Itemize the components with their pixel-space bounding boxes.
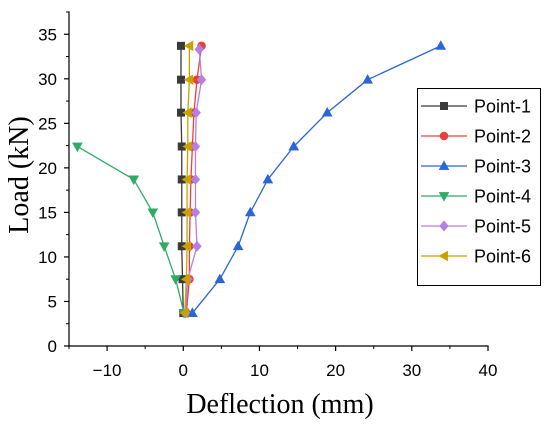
point-4-marker	[128, 175, 140, 186]
point-3-marker	[244, 206, 256, 217]
point-6-marker	[182, 141, 192, 152]
point-5-marker	[190, 141, 201, 152]
legend: Point-1 Point-2 Point-3 Point-4 Point-5 Point…	[417, 88, 541, 286]
point-3-marker	[288, 140, 300, 151]
legend-label: Point-1	[474, 96, 531, 116]
legend-item-point-2: Point-2	[421, 126, 531, 146]
legend-label: Point-2	[474, 126, 531, 146]
point-1-marker	[176, 75, 185, 84]
point-3-marker	[435, 40, 447, 50]
x-tick-label: 10	[250, 361, 269, 380]
point-6-marker	[179, 307, 189, 319]
y-tick-label: 10	[38, 248, 57, 267]
point-4-series	[72, 142, 190, 319]
legend-box	[417, 88, 541, 286]
legend-item-point-5: Point-5	[421, 216, 531, 236]
y-tick-label: 30	[38, 70, 57, 89]
point-4-marker	[147, 208, 159, 219]
y-tick-label: 15	[38, 204, 57, 223]
x-axis-title: Deflection (mm)	[186, 389, 373, 420]
point-5-marker	[190, 206, 201, 218]
point-5-marker	[190, 173, 201, 185]
point-3-marker	[362, 74, 373, 84]
point-6-series	[179, 40, 194, 319]
x-tick-label: −10	[93, 361, 122, 380]
point-5-marker	[196, 74, 207, 86]
legend-label: Point-6	[474, 246, 531, 266]
axes: 0 5 10 15 20 25 30 35 −10 0 10 20 30 40	[38, 11, 498, 380]
plot-area	[72, 40, 447, 319]
legend-label: Point-3	[474, 156, 531, 176]
y-tick-label: 0	[48, 337, 57, 356]
point-6-marker	[183, 74, 194, 86]
legend-item-point-4: Point-4	[421, 186, 531, 206]
legend-item-point-6: Point-6	[421, 246, 531, 266]
legend-item-point-3: Point-3	[421, 156, 531, 176]
point-4-marker	[170, 275, 181, 285]
legend-marker	[438, 160, 450, 170]
x-tick-label: 0	[179, 361, 188, 380]
point-6-marker	[181, 174, 191, 185]
legend-item-point-1: Point-1	[421, 96, 531, 116]
legend-marker	[439, 220, 449, 232]
point-4-marker	[158, 242, 170, 252]
y-tick-label: 35	[38, 25, 57, 44]
point-5-marker	[191, 107, 201, 119]
point-3-marker	[321, 107, 333, 117]
point-3-series	[187, 40, 447, 317]
point-6-marker	[181, 240, 191, 252]
point-3-marker	[214, 273, 226, 284]
point-5-marker	[194, 43, 204, 55]
legend-label: Point-4	[474, 186, 531, 206]
point-6-marker	[181, 207, 191, 218]
point-4-marker	[72, 142, 83, 153]
x-tick-label: 40	[479, 361, 498, 380]
point-4-line	[77, 145, 185, 314]
y-tick-label: 25	[38, 114, 57, 133]
x-tick-label: 30	[402, 361, 421, 380]
legend-marker	[439, 131, 449, 141]
point-6-marker	[183, 40, 194, 52]
x-tick-label: 20	[326, 361, 345, 380]
legend-marker	[438, 192, 450, 202]
point-6-marker	[182, 107, 192, 118]
legend-marker	[439, 102, 448, 111]
legend-marker	[438, 250, 448, 262]
point-1-marker	[176, 41, 185, 50]
y-axis-title: Load (kN)	[4, 116, 35, 233]
point-3-marker	[262, 173, 274, 184]
legend-label: Point-5	[474, 216, 531, 236]
point-3-marker	[232, 240, 244, 251]
point-3-marker	[187, 307, 198, 317]
point-5-marker	[192, 240, 202, 252]
point-6-marker	[180, 273, 191, 285]
y-tick-label: 5	[48, 293, 57, 312]
y-tick-label: 20	[38, 159, 57, 178]
